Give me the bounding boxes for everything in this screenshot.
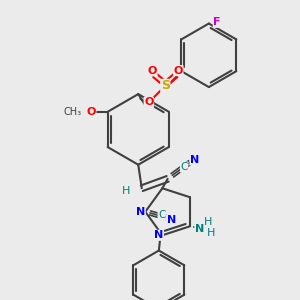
Text: S: S: [161, 80, 170, 92]
Text: O: O: [144, 98, 154, 107]
Text: H: H: [122, 186, 131, 196]
Text: N: N: [167, 215, 176, 225]
Text: C: C: [158, 210, 166, 220]
Text: N: N: [136, 207, 145, 217]
Text: H: H: [203, 217, 212, 226]
Text: N: N: [195, 224, 204, 234]
Text: CH₃: CH₃: [63, 107, 81, 117]
Text: O: O: [173, 66, 183, 76]
Text: C: C: [180, 162, 188, 172]
Text: F: F: [213, 17, 221, 27]
Text: O: O: [86, 107, 96, 117]
Text: N: N: [154, 230, 164, 240]
Text: O: O: [148, 66, 157, 76]
Text: N: N: [190, 155, 199, 165]
Text: H: H: [207, 228, 215, 238]
